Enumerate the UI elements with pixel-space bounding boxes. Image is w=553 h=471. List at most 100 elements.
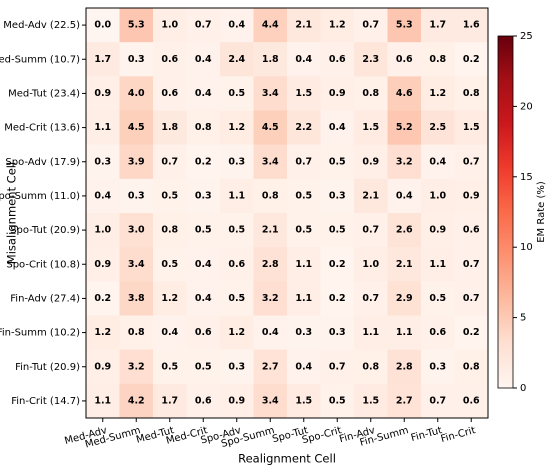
- heatmap-cell: [320, 247, 355, 282]
- heatmap-cell: [454, 8, 489, 43]
- cell-value-label: 0.9: [94, 361, 111, 372]
- y-tick-label: Spo-Crit (10.8): [6, 259, 80, 270]
- heatmap-cell: [287, 76, 321, 111]
- heatmap-cell: [320, 349, 355, 385]
- cell-value-label: 0.2: [94, 293, 111, 304]
- heatmap-cell: [220, 76, 254, 111]
- heatmap-cell: [253, 383, 288, 419]
- colorbar-tick-label: 5: [520, 313, 526, 324]
- cell-value-label: 0.7: [362, 20, 379, 31]
- heatmap-cell: [220, 349, 254, 385]
- heatmap-cell: [354, 281, 388, 316]
- cell-value-label: 0.4: [262, 327, 279, 338]
- heatmap-cell: [387, 247, 422, 282]
- cell-value-label: 0.3: [329, 327, 346, 338]
- heatmap-cell: [253, 213, 288, 248]
- cell-value-label: 2.7: [396, 395, 413, 406]
- heatmap-cell: [153, 178, 187, 214]
- heatmap-cell: [119, 76, 154, 111]
- cell-value-label: 0.7: [362, 293, 379, 304]
- cell-value-label: 3.4: [262, 395, 279, 406]
- cell-value-label: 1.7: [161, 395, 178, 406]
- cell-value-label: 2.7: [262, 361, 279, 372]
- cell-value-label: 1.5: [463, 122, 480, 133]
- cell-value-label: 0.5: [228, 225, 245, 236]
- cell-value-label: 0.5: [161, 259, 178, 270]
- colorbar-label: EM Rate (%): [536, 181, 547, 243]
- heatmap-cell: [287, 383, 321, 419]
- cell-value-label: 1.7: [429, 20, 446, 31]
- heatmap-cell: [153, 281, 187, 316]
- y-tick-label: Med-Adv (22.5): [3, 20, 80, 31]
- y-tick-label: Med-Summ (10.7): [0, 54, 80, 65]
- y-tick-label: Spo-Adv (17.9): [5, 157, 80, 168]
- cell-value-label: 0.0: [94, 20, 111, 31]
- heatmap-cell: [354, 42, 388, 77]
- cell-value-label: 1.1: [429, 259, 446, 270]
- y-tick-label: Spo-Tut (20.9): [10, 225, 80, 236]
- heatmap-cell: [387, 110, 422, 145]
- cell-value-label: 0.5: [295, 190, 312, 201]
- cell-value-label: 0.5: [228, 293, 245, 304]
- heatmap-cell: [253, 8, 288, 43]
- heatmap-cell: [86, 8, 120, 43]
- y-tick-label: Fin-Summ (10.2): [0, 328, 80, 339]
- heatmap-cell: [454, 178, 489, 214]
- cell-value-label: 1.0: [429, 190, 446, 201]
- cell-value-label: 2.1: [262, 225, 279, 236]
- cell-value-label: 0.2: [463, 327, 480, 338]
- cell-value-label: 0.7: [161, 156, 178, 167]
- cell-value-label: 0.4: [295, 361, 312, 372]
- heatmap-cell: [454, 281, 489, 316]
- cell-value-label: 5.3: [396, 20, 413, 31]
- cell-value-label: 2.4: [228, 54, 245, 65]
- cell-value-label: 0.3: [228, 156, 245, 167]
- heatmap-cell: [119, 178, 154, 214]
- cell-value-label: 0.9: [429, 225, 446, 236]
- cell-value-label: 2.8: [396, 361, 413, 372]
- cell-value-label: 1.5: [362, 122, 379, 133]
- cell-value-label: 0.6: [195, 327, 212, 338]
- heatmap-cell: [186, 247, 221, 282]
- heatmap-cell: [287, 213, 321, 248]
- cell-value-label: 0.5: [195, 361, 212, 372]
- cell-value-label: 1.6: [463, 20, 480, 31]
- cell-value-label: 2.1: [295, 20, 312, 31]
- cell-value-label: 0.4: [195, 259, 212, 270]
- heatmap-cell: [119, 8, 154, 43]
- cell-value-label: 0.8: [463, 361, 480, 372]
- heatmap-cell: [287, 110, 321, 145]
- cell-value-label: 1.1: [295, 259, 312, 270]
- cell-value-label: 3.4: [262, 156, 279, 167]
- y-tick-label: Fin-Tut (20.9): [15, 362, 80, 373]
- heatmap-cell: [287, 42, 321, 77]
- heatmap-cell: [421, 315, 455, 350]
- heatmap-cell: [220, 213, 254, 248]
- heatmap-cell: [387, 42, 422, 77]
- cell-value-label: 4.6: [396, 88, 413, 99]
- heatmap-cell: [86, 349, 120, 385]
- heatmap-cell: [153, 76, 187, 111]
- heatmap-cell: [86, 247, 120, 282]
- heatmap-cell: [119, 144, 154, 180]
- cell-value-label: 0.4: [429, 156, 446, 167]
- heatmap-cell: [86, 383, 120, 419]
- cell-value-label: 1.5: [295, 395, 312, 406]
- heatmap-cell: [119, 315, 154, 350]
- heatmap-cell: [186, 178, 221, 214]
- heatmap-cell: [454, 144, 489, 180]
- cell-value-label: 0.6: [463, 395, 480, 406]
- heatmap-cell: [354, 178, 388, 214]
- heatmap-cell: [320, 42, 355, 77]
- heatmap-cell: [186, 110, 221, 145]
- heatmap-cell: [119, 281, 154, 316]
- cell-value-label: 0.4: [228, 20, 245, 31]
- heatmap-cell: [186, 383, 221, 419]
- colorbar-tick-label: 25: [520, 31, 533, 42]
- colorbar-tick-label: 20: [520, 101, 533, 112]
- heatmap-cell: [186, 281, 221, 316]
- heatmap-cell: [387, 178, 422, 214]
- heatmap-cell: [454, 76, 489, 111]
- cell-value-label: 0.5: [161, 361, 178, 372]
- heatmap-cell: [421, 76, 455, 111]
